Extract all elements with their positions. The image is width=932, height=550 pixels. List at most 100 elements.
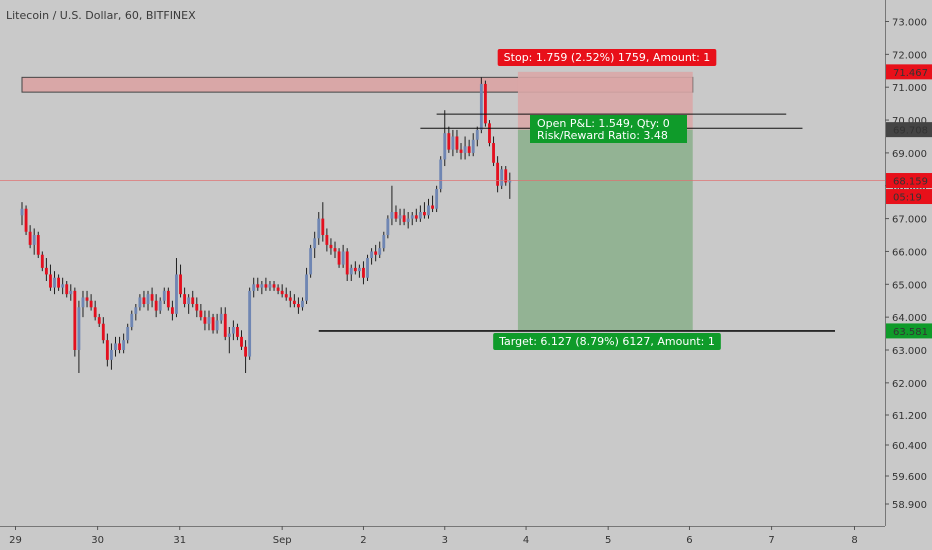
candle-body [414, 215, 418, 219]
price-label: 63.581 [893, 327, 928, 338]
price-label-bg [886, 64, 932, 80]
candle-body [366, 258, 369, 278]
candle-body [471, 139, 475, 153]
candle-body [296, 304, 300, 308]
price-label: 05:19 [893, 193, 922, 204]
candle-body [500, 169, 504, 186]
x-tick-label: Sep [273, 535, 292, 546]
candle-body [236, 327, 239, 337]
candle-body [337, 251, 341, 265]
candle-body [325, 235, 329, 245]
candle-body [301, 300, 304, 308]
candle-body [463, 146, 467, 153]
y-tick-label: 65.000 [892, 280, 927, 291]
candle-body [195, 304, 199, 311]
candle-body [288, 297, 292, 301]
candle-body [134, 307, 138, 314]
candle-body [191, 297, 195, 305]
candle-body [305, 274, 308, 301]
candle-body [410, 215, 414, 219]
candle-body [374, 251, 378, 255]
candle-body [504, 169, 508, 183]
candle-body [158, 300, 162, 311]
y-tick-label: 59.600 [892, 472, 927, 483]
candle-body [142, 297, 146, 305]
price-label-bg [886, 189, 932, 205]
candle-body [333, 248, 337, 252]
y-tick-label: 71.000 [892, 83, 927, 94]
candle-body [431, 205, 434, 209]
candle-body [36, 235, 40, 255]
candle-body [122, 340, 126, 350]
candle-body [138, 297, 142, 308]
candle-body [162, 290, 166, 301]
candle-body [341, 251, 345, 265]
candle-body [252, 284, 256, 291]
time-axis[interactable]: 29 30 31 Sep 2 3 4 5 6 7 8 [9, 526, 858, 546]
candle-body [81, 297, 85, 308]
candle-body [362, 267, 365, 278]
candle-body [276, 287, 280, 291]
candle-body [508, 180, 512, 183]
y-tick-label: 63.000 [892, 346, 927, 357]
candle-body [211, 317, 215, 331]
lines-layer [0, 113, 885, 332]
candle-body [292, 300, 296, 305]
candle-body [53, 277, 56, 288]
candle-body [451, 136, 455, 150]
candle-body [223, 313, 227, 337]
candle-body [93, 307, 97, 318]
candle-body [284, 294, 288, 298]
stop-label-bg [497, 49, 717, 66]
candle-body [69, 290, 73, 295]
candle-body [32, 235, 36, 245]
candle-body [175, 274, 178, 314]
candle-body [280, 290, 284, 295]
candle-body [219, 313, 223, 321]
candle-body [73, 290, 77, 350]
candle-body [256, 284, 260, 288]
candle-body [199, 310, 203, 318]
candles-layer [20, 77, 512, 373]
x-tick-label: 29 [9, 535, 22, 546]
candle-body [105, 340, 109, 360]
candle-body [268, 284, 272, 288]
x-tick-label: 31 [173, 535, 186, 546]
candle-body [455, 136, 459, 150]
candle-body [170, 307, 174, 314]
candle-body [406, 218, 410, 222]
candle-body [459, 149, 463, 153]
take-profit-zone[interactable] [517, 129, 693, 331]
candle-body [386, 218, 390, 236]
price-label: 69.708 [893, 126, 928, 137]
y-tick-label: 58.900 [892, 500, 927, 511]
candle-body [85, 297, 89, 301]
candle-body [435, 189, 439, 209]
candle-body [166, 290, 170, 308]
candle-body [150, 294, 154, 301]
price-axis[interactable]: 73.00072.00071.00070.00069.00068.00067.0… [885, 18, 927, 512]
candle-body [394, 212, 398, 219]
candle-body [126, 327, 130, 341]
candle-body [260, 284, 264, 288]
candle-body [439, 159, 443, 190]
candle-body [321, 218, 325, 236]
candle-body [110, 350, 113, 360]
candle-body [114, 343, 117, 350]
y-tick-label: 61.200 [892, 411, 927, 422]
candle-body [77, 307, 81, 350]
candle-body [61, 284, 65, 288]
candle-body [492, 143, 495, 163]
y-tick-label: 62.000 [892, 379, 927, 390]
y-tick-label: 66.000 [892, 247, 927, 258]
candle-body [329, 244, 333, 249]
price-label-bg [886, 122, 932, 138]
candle-body [317, 218, 321, 239]
price-label: 71.467 [893, 68, 928, 79]
candle-body [479, 83, 483, 130]
candle-body [248, 290, 252, 357]
y-tick-label: 73.000 [892, 18, 927, 29]
candle-body [402, 215, 406, 222]
